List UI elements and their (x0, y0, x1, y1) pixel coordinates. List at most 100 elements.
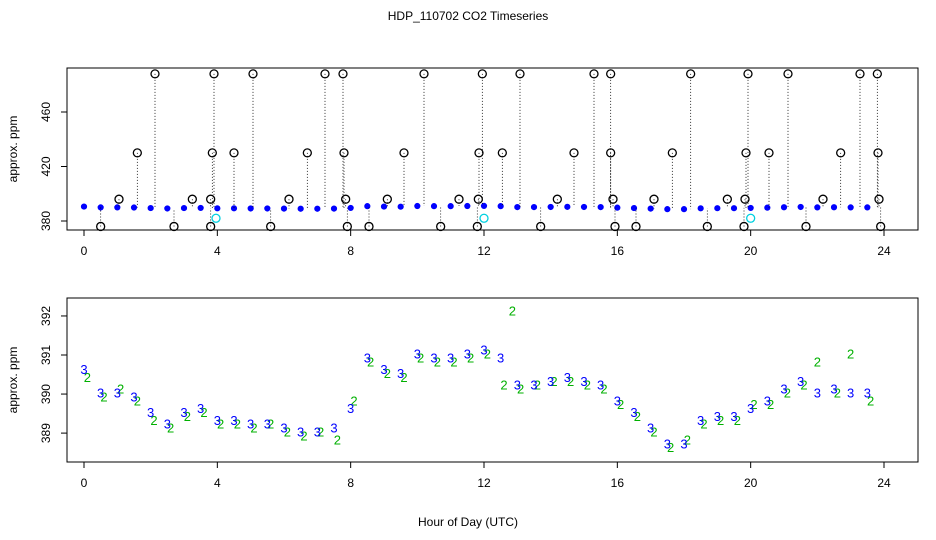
x-axis-label: Hour of Day (UTC) (418, 515, 518, 529)
point (341, 194, 351, 204)
point (180, 204, 188, 212)
point-marker: 3 (564, 370, 571, 385)
point (97, 204, 104, 211)
point-marker: 3 (147, 405, 154, 420)
y-tick-label: 420 (39, 156, 53, 176)
point-marker: 3 (847, 385, 854, 400)
point (569, 148, 579, 158)
point (801, 221, 811, 232)
point (743, 69, 753, 79)
point (473, 194, 483, 204)
point-marker: 3 (730, 409, 737, 424)
point (649, 194, 659, 204)
point (472, 221, 482, 232)
x-tick-label: 16 (611, 476, 625, 490)
point-marker: 3 (264, 417, 271, 432)
point-marker: 3 (497, 350, 504, 365)
point-marker: 2 (550, 374, 557, 389)
point-marker: 3 (164, 417, 171, 432)
x-tick-label: 8 (347, 244, 354, 258)
point-marker: 2 (484, 346, 491, 361)
x-tick-label: 0 (81, 476, 88, 490)
point (630, 204, 638, 212)
point (169, 221, 179, 232)
point-marker: 2 (617, 397, 624, 412)
point-marker: 3 (364, 350, 371, 365)
point-marker: 3 (247, 417, 254, 432)
point (339, 148, 349, 158)
point-marker: 3 (180, 405, 187, 420)
point (764, 204, 771, 211)
point-marker: 2 (467, 350, 474, 365)
point (338, 69, 348, 79)
point (382, 194, 392, 204)
point (864, 204, 871, 211)
point-marker: 3 (397, 366, 404, 381)
point-marker: 2 (100, 389, 107, 404)
x-tick-label: 4 (214, 244, 221, 258)
point-marker: 2 (417, 350, 424, 365)
point (514, 204, 521, 211)
point (610, 221, 620, 232)
point-marker: 2 (500, 378, 507, 393)
point-marker: 2 (847, 346, 854, 361)
point (730, 205, 738, 212)
point-marker: 2 (784, 385, 791, 400)
point-marker: 2 (450, 354, 457, 369)
point (702, 221, 712, 232)
point-marker: 2 (734, 413, 741, 428)
chart-title: HDP_110702 CO2 Timeseries (388, 9, 549, 23)
point (722, 194, 732, 204)
point (740, 194, 750, 204)
point-marker: 3 (864, 385, 871, 400)
point (206, 194, 216, 204)
point-marker: 2 (134, 393, 141, 408)
point-marker: 3 (380, 362, 387, 377)
point-marker: 3 (464, 346, 471, 361)
point (314, 205, 321, 212)
point-marker: 2 (634, 409, 641, 424)
point-marker: 3 (280, 421, 287, 436)
point-marker: 3 (430, 350, 437, 365)
y-tick-label: 391 (39, 345, 53, 365)
y-tick-label: 380 (39, 211, 53, 231)
point (280, 205, 288, 212)
x-tick-label: 24 (877, 476, 891, 490)
point-marker: 2 (284, 425, 291, 440)
point-marker: 3 (530, 378, 537, 393)
x-tick-label: 4 (214, 476, 221, 490)
point-marker: 2 (300, 428, 307, 443)
point (547, 203, 554, 211)
x-tick-label: 16 (611, 244, 625, 258)
point (264, 205, 271, 212)
point-marker: 2 (84, 370, 91, 385)
point-marker: 2 (650, 425, 657, 440)
point (187, 194, 197, 204)
point (247, 205, 254, 212)
point (347, 204, 354, 212)
point (397, 203, 404, 210)
point-marker: 2 (400, 370, 407, 385)
point (209, 69, 219, 79)
point-marker: 2 (267, 417, 274, 432)
x-tick-label: 20 (744, 476, 758, 490)
point (764, 148, 774, 158)
point (297, 205, 304, 212)
point-marker: 3 (347, 401, 354, 416)
point (477, 69, 487, 79)
point-marker: 3 (747, 401, 754, 416)
point (747, 204, 754, 212)
point-marker: 2 (434, 354, 441, 369)
point-marker: 2 (217, 417, 224, 432)
point (530, 204, 538, 211)
point-marker: 3 (297, 425, 304, 440)
point (855, 69, 865, 79)
point (330, 205, 338, 212)
point (797, 203, 804, 211)
point-marker: 3 (614, 393, 621, 408)
point-marker: 3 (330, 421, 337, 436)
point-marker: 2 (509, 303, 516, 318)
point-marker: 2 (150, 413, 157, 428)
plot-frame (66, 297, 919, 463)
point (364, 221, 374, 232)
